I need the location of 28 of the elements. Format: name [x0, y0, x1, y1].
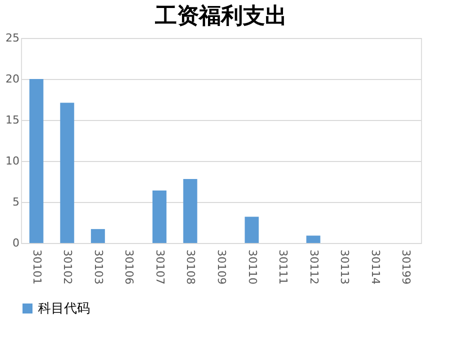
bar [244, 216, 259, 243]
x-tick-label: 30103 [92, 250, 105, 284]
x-tick-label: 30107 [153, 250, 166, 284]
chart-title: 工资福利支出 [154, 3, 287, 29]
y-tick-label: 25 [6, 32, 20, 44]
y-tick-label: 0 [12, 236, 20, 250]
x-tick-label: 30110 [246, 250, 259, 284]
bar [152, 190, 166, 243]
y-tick-label: 10 [6, 154, 20, 168]
y-tick-label: 15 [6, 114, 20, 126]
x-tick-label: 30102 [61, 250, 74, 284]
y-tick-label: 20 [6, 72, 20, 86]
x-tick-label: 30108 [184, 250, 198, 284]
x-tick-label: 30106 [122, 250, 136, 284]
bar [60, 102, 74, 243]
bar [29, 79, 44, 243]
x-tick-label: 30111 [276, 250, 290, 284]
x-tick-label: 30112 [307, 250, 320, 284]
bar [90, 229, 105, 243]
x-tick-label: 30109 [215, 250, 228, 284]
x-tick-label: 30199 [400, 250, 413, 284]
x-tick-label: 30101 [30, 250, 44, 284]
y-tick-label: 5 [12, 196, 20, 208]
legend-label: 科目代码 [38, 302, 90, 316]
x-tick-label: 30114 [368, 250, 382, 284]
bar [306, 236, 320, 243]
bar [183, 179, 198, 243]
x-tick-label: 30113 [338, 250, 352, 284]
